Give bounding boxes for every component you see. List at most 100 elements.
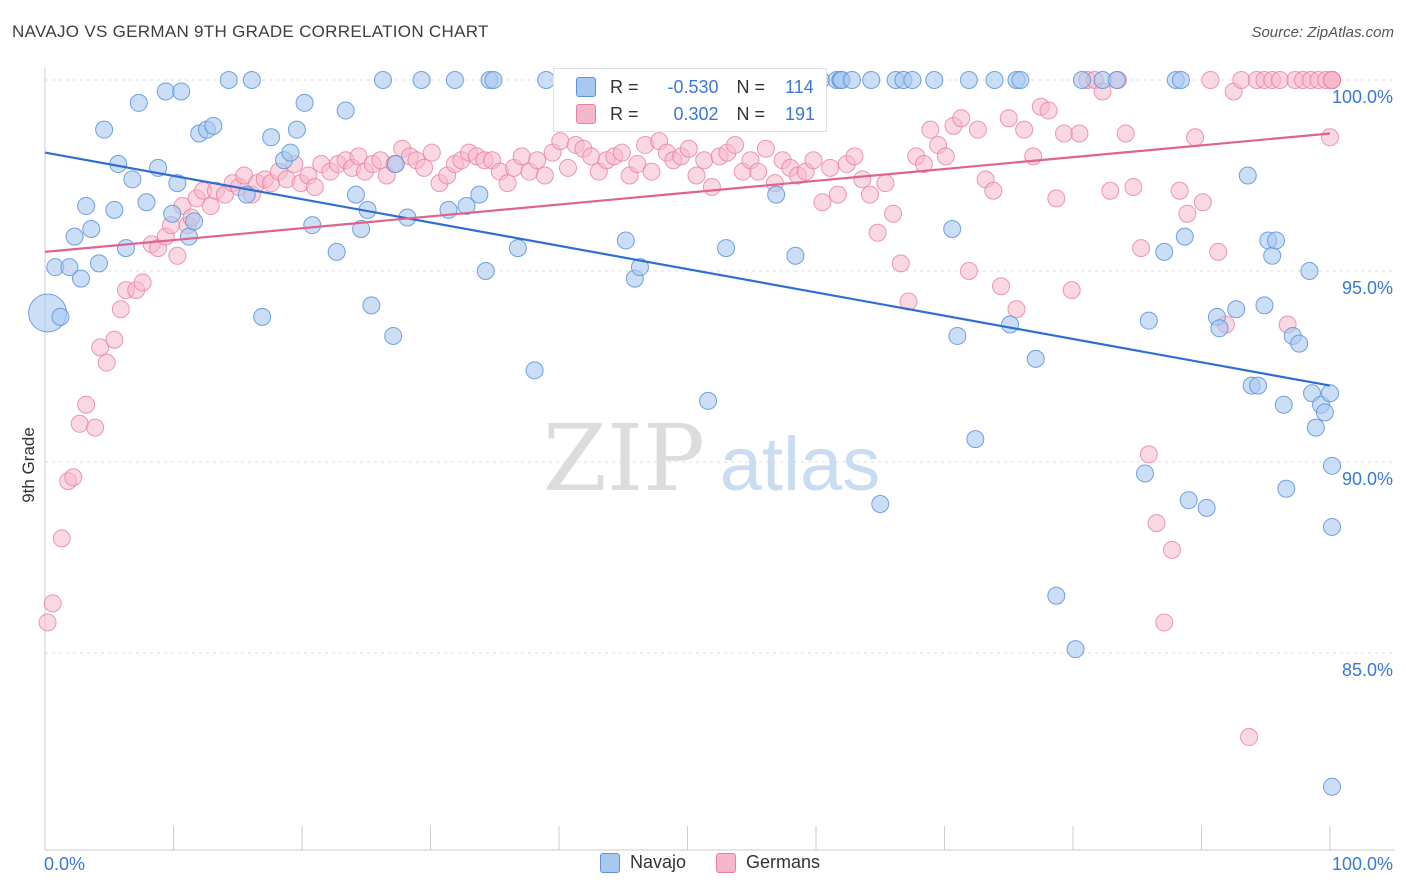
navajo-point (966, 430, 985, 449)
germans-point (1270, 71, 1289, 89)
germans-point (1101, 181, 1120, 200)
germans-point (628, 155, 647, 174)
germans-point (1170, 181, 1189, 200)
germans-point (558, 158, 577, 177)
germans-point (1162, 540, 1181, 559)
navajo-point (1072, 71, 1091, 89)
label-layer: 85.0% 90.0% 95.0% 100.0% 0.0% 100.0% 9th Grade (19, 87, 1393, 874)
legend-r-value: -0.530 (667, 76, 719, 97)
navajo-trend-line (44, 151, 1331, 387)
navajo-point (204, 116, 223, 135)
y-tick-label: 95.0% (1342, 278, 1393, 298)
germans-point (695, 151, 714, 170)
navajo-point (89, 254, 108, 273)
germans-point (756, 139, 775, 158)
y-axis-label: 9th Grade (19, 427, 38, 503)
germans-trend-line (44, 132, 1331, 253)
germans-point (702, 177, 721, 196)
navajo-point (767, 185, 786, 204)
germans-point (77, 395, 96, 414)
navajo-point (156, 82, 175, 101)
legend-row-germans: R = 0.302 N = 191 (576, 101, 815, 127)
navajo-point (346, 185, 365, 204)
germans-point (305, 177, 324, 196)
germans-point (1132, 239, 1151, 258)
y-tick-label: 100.0% (1332, 87, 1393, 107)
navajo-point (179, 227, 198, 246)
legend-n-label: N = (736, 103, 766, 124)
germans-point (1232, 71, 1251, 89)
germans-point (1178, 204, 1197, 223)
chart-title: NAVAJO VS GERMAN 9TH GRADE CORRELATION C… (12, 22, 489, 41)
germans-point (52, 529, 71, 548)
germans-point (551, 132, 570, 151)
legend-n-label: N = (736, 76, 766, 97)
germans-point (804, 151, 823, 170)
germans-point (845, 147, 864, 166)
navajo-point (172, 82, 191, 101)
germans-point (1039, 101, 1058, 120)
germans-point (1124, 177, 1143, 196)
navajo-point (1255, 296, 1274, 315)
navajo-point (1277, 479, 1296, 498)
germans-point (1201, 71, 1220, 89)
germans-point (726, 135, 745, 154)
navajo-point (1323, 456, 1341, 475)
navajo-point (925, 71, 944, 89)
germans-point (679, 139, 698, 158)
germans-point (422, 143, 441, 162)
germans-point (582, 147, 601, 166)
germans-point (828, 185, 847, 204)
legend-label-navajo: Navajo (630, 852, 687, 872)
navajo-point (1066, 640, 1085, 659)
navajo-swatch (576, 77, 596, 97)
navajo-point (105, 200, 124, 219)
navajo-point (903, 71, 922, 89)
germans-point (1193, 193, 1212, 212)
navajo-point (1179, 491, 1198, 510)
legend-item-germans: Germans (716, 852, 820, 873)
navajo-point (1171, 71, 1190, 89)
navajo-point (1238, 166, 1257, 185)
navajo-point (1026, 349, 1045, 368)
germans-point (349, 147, 368, 166)
germans-point (1321, 128, 1339, 147)
grid-layer (45, 79, 1395, 654)
navajo-point (1227, 300, 1246, 319)
germans-point (512, 147, 531, 166)
navajo-point (116, 239, 135, 258)
navajo-point (476, 262, 495, 280)
source-label: Source: ZipAtlas.com (1251, 24, 1394, 41)
germans-point (914, 155, 933, 174)
germans-point (86, 418, 105, 437)
navajo-point (129, 93, 148, 112)
navajo-point (1155, 242, 1174, 261)
navajo-point (1139, 311, 1158, 330)
germans-point (999, 109, 1018, 128)
germans-point (868, 223, 887, 242)
navajo-point (445, 71, 464, 89)
germans-point (168, 246, 187, 265)
navajo-point (862, 71, 881, 89)
germans-point (1007, 300, 1026, 319)
navajo-point (786, 246, 805, 265)
navajo-point (295, 93, 314, 112)
navajo-point (1197, 498, 1216, 517)
germans-point (415, 158, 434, 177)
navajo-point (65, 227, 84, 246)
navajo-point (412, 71, 431, 89)
germans-point (1055, 124, 1074, 143)
navajo-point (1001, 315, 1020, 334)
navajo-point (373, 71, 392, 89)
navajo-point (219, 71, 238, 89)
germans-point (821, 158, 840, 177)
germans-point (1209, 242, 1228, 261)
navajo-point (262, 128, 281, 147)
navajo-point (77, 197, 96, 216)
germans-point (992, 277, 1011, 296)
germans-point (1062, 281, 1081, 300)
legend-row-navajo: R = -0.530 N = 114 (576, 74, 814, 100)
germans-point (952, 109, 971, 128)
germans-point (91, 338, 110, 357)
axis-layer (44, 68, 1395, 851)
